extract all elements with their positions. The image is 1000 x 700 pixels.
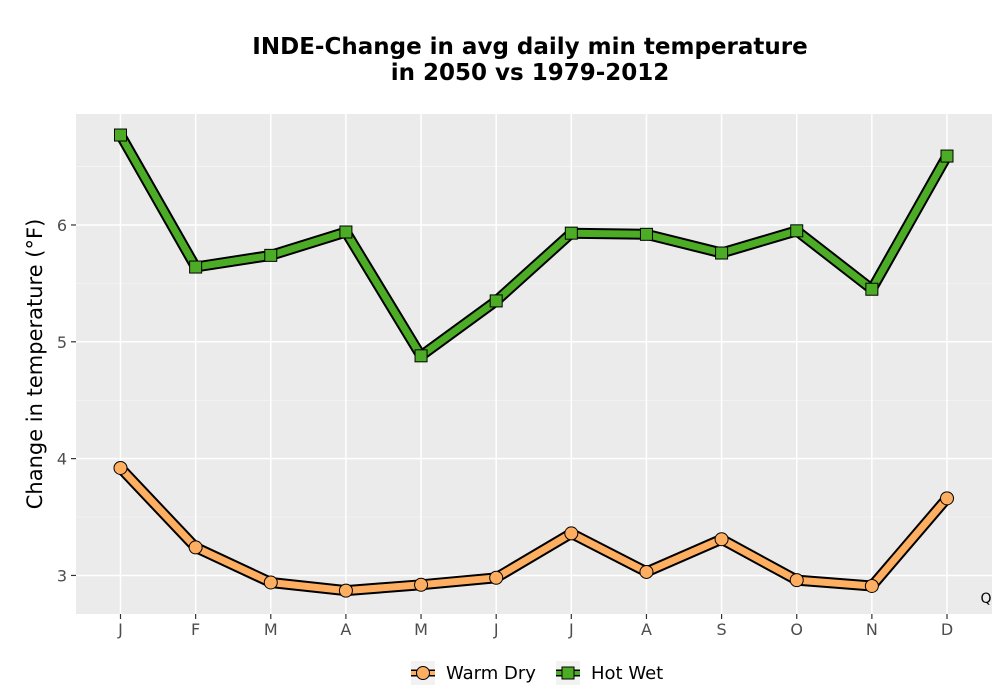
x-tick-label: N — [866, 620, 878, 639]
x-tick-label: A — [340, 620, 351, 639]
series-line-hot-wet — [117, 131, 951, 360]
y-tick-label: 3 — [57, 566, 67, 585]
grid-minor — [76, 166, 992, 518]
legend-marker-hot-wet — [561, 666, 575, 680]
y-tick-label: 4 — [57, 450, 67, 469]
legend-marker-warm-dry — [416, 666, 430, 680]
y-tick-label: 6 — [57, 216, 67, 235]
point-warm-dry — [714, 532, 729, 547]
x-tick-label: J — [568, 620, 574, 639]
point-warm-dry — [639, 564, 654, 579]
y-tick-label: 5 — [57, 333, 67, 352]
series-warm-dry — [113, 460, 954, 598]
point-warm-dry — [940, 491, 954, 506]
point-warm-dry — [489, 570, 504, 585]
legend-item-hot-wet: Hot Wet — [556, 661, 663, 685]
y-axis-label: Change in temperature (°F) — [23, 219, 47, 510]
series-layer — [113, 128, 954, 598]
x-tick-label: M — [414, 620, 428, 639]
point-hot-wet — [489, 294, 503, 308]
chart-title-line-1: INDE-Change in avg daily min temperature — [252, 34, 807, 60]
point-hot-wet — [189, 260, 203, 274]
x-tick-label: J — [493, 620, 499, 639]
legend-label-warm-dry: Warm Dry — [446, 663, 536, 684]
x-tick-label: M — [264, 620, 278, 639]
point-hot-wet — [639, 227, 653, 241]
point-warm-dry — [338, 583, 353, 598]
legend-label-hot-wet: Hot Wet — [591, 663, 663, 684]
x-tick-label: D — [941, 620, 953, 639]
x-tick-label: O — [790, 620, 803, 639]
y-axis: 3 4 5 6 — [57, 216, 76, 585]
point-warm-dry — [263, 575, 278, 590]
legend: Warm Dry Hot Wet — [411, 661, 663, 685]
point-hot-wet — [790, 224, 804, 238]
grid-major — [76, 114, 992, 614]
corner-label: Q — [980, 591, 991, 607]
chart-title-line-2: in 2050 vs 1979-2012 — [391, 60, 670, 86]
point-hot-wet — [114, 128, 127, 142]
plot-panel — [76, 114, 992, 614]
point-hot-wet — [414, 349, 428, 363]
point-hot-wet — [715, 246, 729, 260]
point-warm-dry — [789, 573, 804, 588]
point-hot-wet — [339, 225, 353, 239]
series-hot-wet — [114, 128, 954, 363]
x-tick-label: J — [117, 620, 123, 639]
point-warm-dry — [414, 577, 429, 592]
point-warm-dry — [188, 540, 203, 555]
x-tick-label: F — [191, 620, 200, 639]
x-tick-label: A — [641, 620, 652, 639]
point-warm-dry — [864, 578, 879, 593]
point-warm-dry — [113, 460, 128, 475]
legend-item-warm-dry: Warm Dry — [411, 661, 536, 685]
series-line-warm-dry — [117, 464, 951, 595]
point-hot-wet — [865, 282, 879, 296]
point-hot-wet — [940, 149, 954, 163]
point-hot-wet — [564, 226, 578, 240]
point-warm-dry — [564, 526, 579, 541]
point-hot-wet — [264, 248, 278, 262]
x-tick-label: S — [717, 620, 727, 639]
